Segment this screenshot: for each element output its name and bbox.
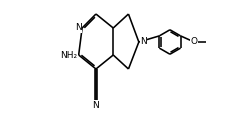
Text: N: N (92, 101, 99, 110)
Text: NH₂: NH₂ (60, 51, 77, 59)
Text: N: N (140, 38, 147, 47)
Text: O: O (191, 38, 198, 47)
Text: N: N (75, 24, 82, 32)
